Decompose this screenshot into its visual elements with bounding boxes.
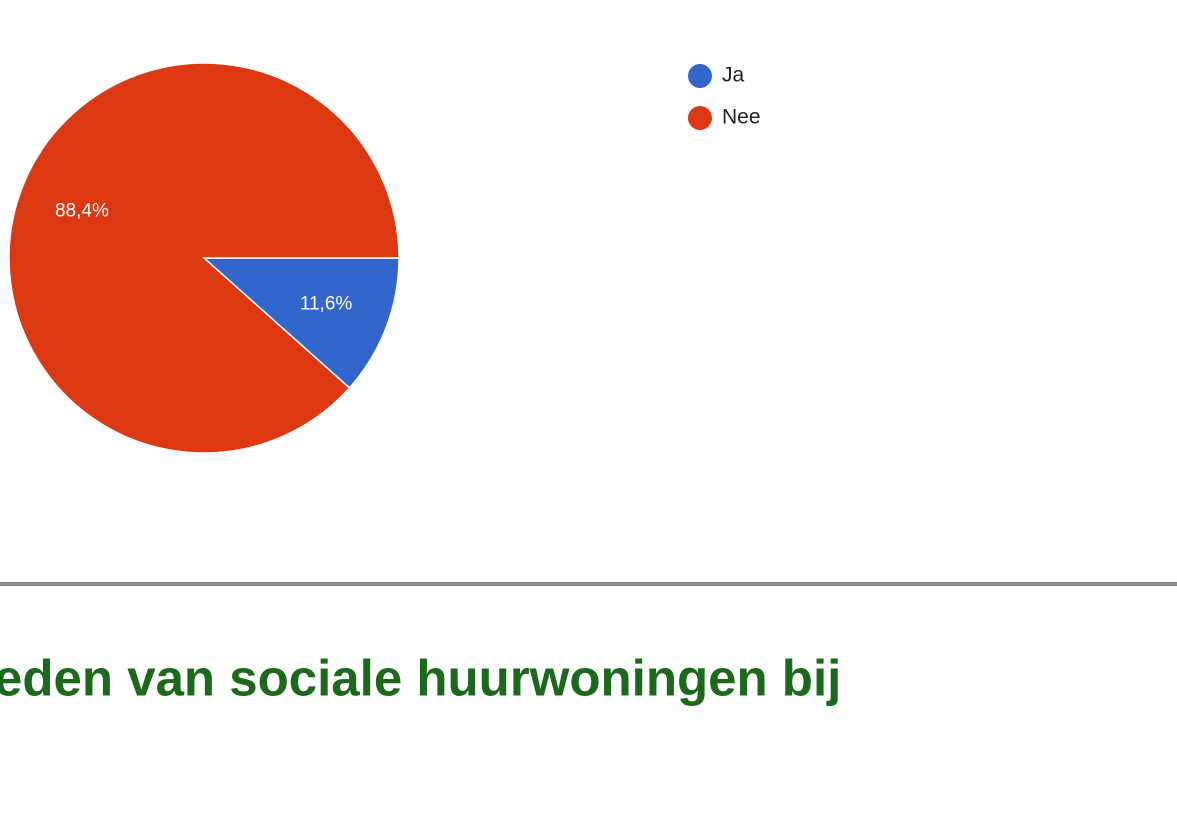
legend-label: Nee <box>722 106 761 129</box>
legend-swatch <box>688 106 712 130</box>
pie-slice <box>8 62 400 454</box>
divider <box>0 582 1177 586</box>
data-label: 11,6% <box>300 294 353 315</box>
heading: eden van sociale huurwoningen bij <box>0 649 841 706</box>
legend-swatch <box>688 64 712 88</box>
legend-label: Ja <box>722 64 745 87</box>
pie-slice <box>202 257 400 389</box>
data-label: 88,4% <box>55 200 109 221</box>
